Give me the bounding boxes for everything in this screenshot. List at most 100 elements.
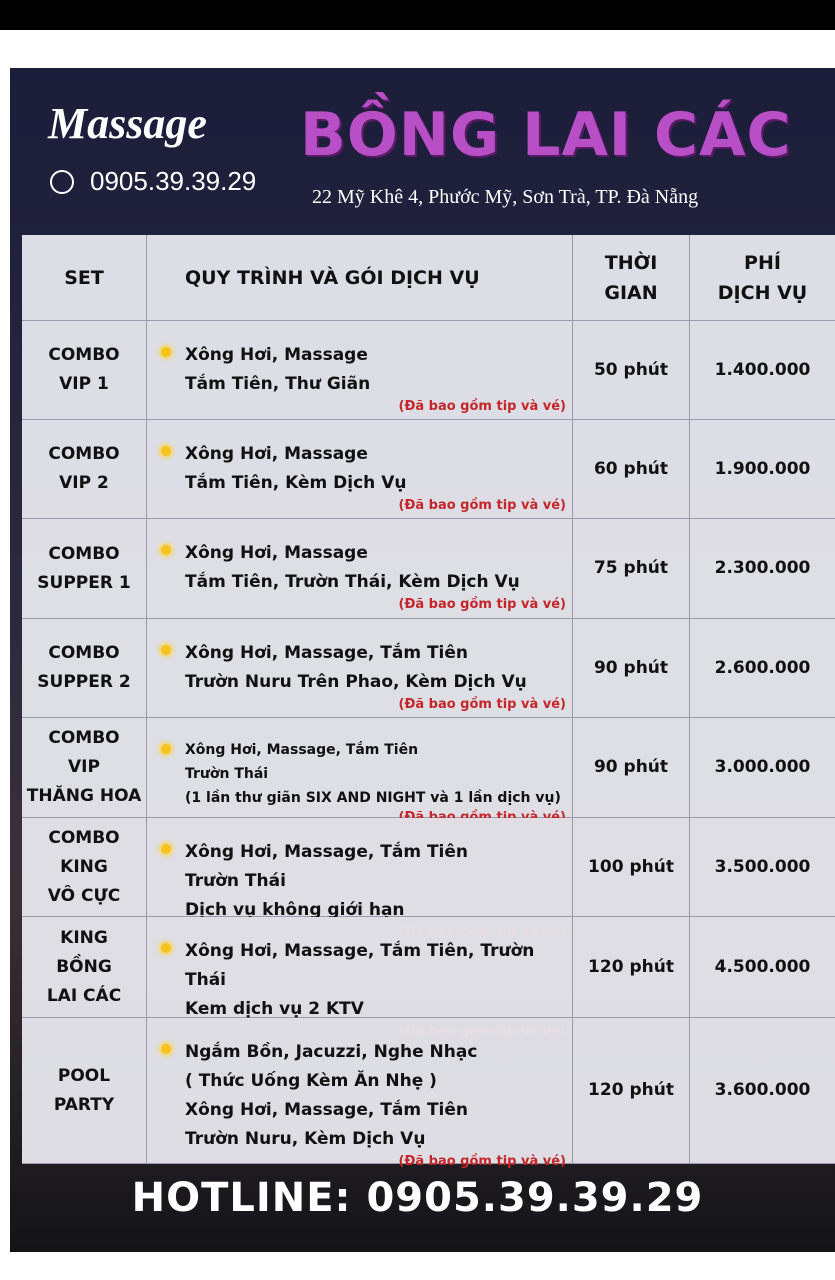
- set-name: BỒNG: [56, 956, 112, 977]
- price: 2.600.000: [714, 657, 811, 678]
- price-cell: 2.300.000: [690, 519, 835, 618]
- top-bar: [0, 0, 835, 30]
- service-cell: Xông Hơi, Massage, Tắm Tiên Trườn Nuru Tr…: [147, 619, 573, 717]
- service-cell: Xông Hơi, Massage Tắm Tiên, Thư Giãn (Đã b…: [147, 321, 573, 419]
- time-cell: 90 phút: [573, 619, 690, 717]
- time-cell: 75 phút: [573, 519, 690, 618]
- set-name: KING: [60, 856, 108, 877]
- service-cell: Xông Hơi, Massage, Tắm Tiên Trườn Thái Dịc…: [147, 818, 573, 940]
- header-text: QUY TRÌNH VÀ GÓI DỊCH VỤ: [185, 266, 480, 289]
- time: 75 phút: [593, 558, 669, 578]
- service-cell: Xông Hơi, Massage Tắm Tiên, Kèm Dịch Vụ (Đ…: [147, 420, 573, 518]
- price-cell: 2.600.000: [690, 619, 835, 717]
- price-cell: 4.500.000: [690, 917, 835, 1017]
- service-cell: Xông Hơi, Massage, Tắm Tiên, Trườn Thái K…: [147, 917, 573, 1039]
- time: 100 phút: [588, 856, 674, 877]
- set-name: COMBO: [48, 543, 120, 564]
- set-name: VIP 2: [59, 473, 109, 493]
- service-line: Tắm Tiên, Kèm Dịch Vụ: [185, 473, 407, 493]
- set-cell: COMBO VIP 2: [22, 420, 147, 518]
- table-row: POOL PARTY Ngắm Bồn, Jacuzzi, Nghe Nhạc ( T…: [22, 1018, 835, 1169]
- set-name: VIP: [68, 757, 100, 777]
- service-line: Xông Hơi, Massage, Tắm Tiên: [185, 842, 469, 862]
- phone: 0905.39.39.29: [90, 166, 257, 196]
- sun-icon: [161, 744, 171, 754]
- price: 3.600.000: [714, 1080, 811, 1100]
- header-row: SET QUY TRÌNH VÀ GÓI DỊCH VỤ THỜI GIAN PHÍ DỊ…: [22, 235, 835, 321]
- service-note: (Đã bao gồm tip và vé): [398, 1154, 566, 1169]
- time-cell: 120 phút: [573, 917, 690, 1017]
- set-name: VÔ CỰC: [47, 885, 121, 906]
- price-table: SET QUY TRÌNH VÀ GÓI DỊCH VỤ THỜI GIAN PHÍ DỊ…: [22, 235, 835, 1169]
- table-row: COMBO KING VÔ CỰC Xông Hơi, Massage, Tắm Ti…: [22, 818, 835, 940]
- set-cell: POOL PARTY: [22, 1018, 147, 1163]
- time-cell: 50 phút: [573, 321, 690, 419]
- set-cell: COMBO SUPPER 1: [22, 519, 147, 618]
- service-note: (Đã bao gồm tip và vé): [398, 399, 566, 414]
- time-cell: 120 phút: [573, 1018, 690, 1163]
- price-cell: 3.000.000: [690, 718, 835, 817]
- service-note: (Đã bao gồm tip và vé): [398, 597, 566, 612]
- set-name: COMBO: [48, 728, 120, 748]
- service-line: Tắm Tiên, Thư Giãn: [185, 374, 371, 394]
- price-cell: 3.600.000: [690, 1018, 835, 1163]
- time: 90 phút: [593, 657, 669, 678]
- service-cell: Ngắm Bồn, Jacuzzi, Nghe Nhạc ( Thức Uống …: [147, 1018, 573, 1169]
- service-line: Ngắm Bồn, Jacuzzi, Nghe Nhạc: [185, 1042, 478, 1062]
- set-cell: COMBO SUPPER 2: [22, 619, 147, 717]
- service-line: Xông Hơi, Massage, Tắm Tiên: [185, 643, 469, 663]
- header-text: THỜI: [604, 251, 658, 274]
- price: 2.300.000: [714, 558, 811, 578]
- massage-title: Massage: [48, 99, 207, 148]
- price-cell: 3.500.000: [690, 818, 835, 916]
- set-name: LAI CÁC: [46, 985, 122, 1006]
- header-cell: QUY TRÌNH VÀ GÓI DỊCH VỤ: [147, 235, 573, 320]
- set-name: COMBO: [48, 444, 120, 464]
- service-line: Xông Hơi, Massage, Tắm Tiên: [185, 742, 419, 758]
- time: 90 phút: [593, 757, 669, 777]
- service-line: Xông Hơi, Massage: [185, 345, 368, 365]
- price: 1.900.000: [714, 458, 811, 479]
- header-text: GIAN: [604, 281, 658, 304]
- price-cell: 1.900.000: [690, 420, 835, 518]
- time: 120 phút: [588, 956, 674, 977]
- set-name: THĂNG HOA: [26, 786, 142, 806]
- price: 4.500.000: [714, 956, 811, 977]
- service-line: Trườn Thái: [185, 871, 286, 891]
- service-line: Kem dịch vụ 2 KTV: [185, 999, 364, 1019]
- set-name: COMBO: [48, 827, 120, 848]
- table-row: COMBO VIP THĂNG HOA Xông Hơi, Massage, Tắm …: [22, 718, 835, 825]
- service-line: Xông Hơi, Massage, Tắm Tiên, Trườn Thái: [185, 941, 535, 990]
- service-note: (Đã bao gồm tip và vé): [398, 697, 566, 712]
- service-line: Tắm Tiên, Trườn Thái, Kèm Dịch Vụ: [185, 572, 520, 592]
- sun-icon: [161, 943, 171, 953]
- service-line: Xông Hơi, Massage: [185, 543, 368, 563]
- header-cell: PHÍ DỊCH VỤ: [690, 235, 835, 320]
- header-text: DỊCH VỤ: [717, 281, 808, 304]
- time-cell: 60 phút: [573, 420, 690, 518]
- service-line: Trườn Thái: [185, 766, 269, 782]
- service-line: Xông Hơi, Massage, Tắm Tiên: [185, 1100, 469, 1120]
- service-line: Trườn Nuru Trên Phao, Kèm Dịch Vụ: [185, 672, 527, 692]
- header-cell: THỜI GIAN: [573, 235, 690, 320]
- price: 3.500.000: [714, 856, 811, 877]
- set-cell: COMBO KING VÔ CỰC: [22, 818, 147, 916]
- time: 60 phút: [593, 458, 669, 479]
- address: 22 Mỹ Khê 4, Phước Mỹ, Sơn Trà, TP. Đà N…: [312, 186, 699, 208]
- price-cell: 1.400.000: [690, 321, 835, 419]
- price: 1.400.000: [714, 359, 811, 380]
- phone-icon: [50, 170, 74, 194]
- sun-icon: [161, 545, 171, 555]
- time-cell: 100 phút: [573, 818, 690, 916]
- service-note: (Đã bao gồm tip và vé): [398, 498, 566, 513]
- set-name: COMBO: [48, 643, 120, 663]
- time-cell: 90 phút: [573, 718, 690, 817]
- set-name: KING: [60, 927, 108, 948]
- service-line: ( Thức Uống Kèm Ăn Nhẹ ): [185, 1071, 437, 1091]
- set-cell: COMBO VIP THĂNG HOA: [22, 718, 147, 817]
- sun-icon: [161, 645, 171, 655]
- set-name: POOL: [57, 1065, 111, 1086]
- set-cell: KING BỒNG LAI CÁC: [22, 917, 147, 1017]
- table-row: COMBO SUPPER 1 Xông Hơi, Massage Tắm Tiên, …: [22, 519, 835, 619]
